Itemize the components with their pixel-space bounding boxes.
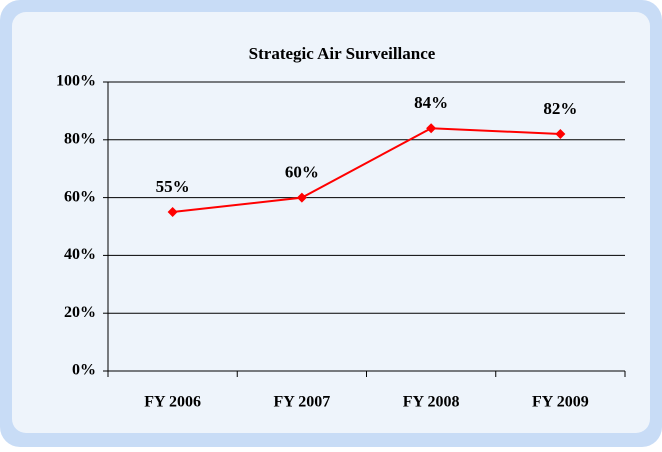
- x-tick-label: FY 2007: [274, 394, 331, 411]
- x-tick-label: FY 2009: [532, 394, 589, 411]
- y-tick-label: 100%: [56, 73, 96, 90]
- data-label: 55%: [156, 177, 190, 196]
- marker: [167, 207, 178, 218]
- panel: [12, 12, 650, 433]
- y-tick-label: 60%: [64, 188, 96, 205]
- x-tick-label: FY 2008: [403, 394, 460, 411]
- line: [172, 127, 561, 214]
- marker: [296, 192, 307, 203]
- x-tick-label: FY 2006: [144, 394, 201, 411]
- y-tick-label: 80%: [64, 130, 96, 147]
- marker: [555, 129, 566, 140]
- y-tick-label: 0%: [72, 362, 96, 379]
- chart-title: Strategic Air Surveillance: [249, 44, 436, 63]
- data-label: 82%: [543, 99, 577, 118]
- y-tick-label: 40%: [64, 246, 96, 263]
- y-tick-label: 20%: [64, 304, 96, 321]
- data-label: 84%: [414, 93, 448, 112]
- marker: [426, 123, 437, 134]
- data-label: 60%: [285, 163, 319, 182]
